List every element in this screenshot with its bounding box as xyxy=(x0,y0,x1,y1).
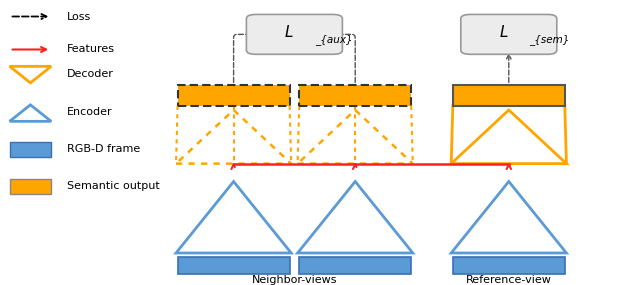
FancyBboxPatch shape xyxy=(453,257,565,274)
Text: Encoder: Encoder xyxy=(67,107,113,117)
Text: Reference-view: Reference-view xyxy=(466,275,552,285)
Bar xyxy=(10,179,51,194)
Text: RGB-D frame: RGB-D frame xyxy=(67,144,140,154)
Text: Features: Features xyxy=(67,44,115,54)
Text: _{sem}: _{sem} xyxy=(529,34,570,45)
Text: Loss: Loss xyxy=(67,11,92,21)
FancyBboxPatch shape xyxy=(300,257,412,274)
Bar xyxy=(10,142,51,157)
FancyBboxPatch shape xyxy=(177,257,289,274)
FancyBboxPatch shape xyxy=(461,15,557,54)
Text: Decoder: Decoder xyxy=(67,69,114,79)
Bar xyxy=(453,85,565,106)
Text: $\mathit{L}$: $\mathit{L}$ xyxy=(499,24,508,40)
Bar xyxy=(177,85,289,106)
Text: $\mathit{L}$: $\mathit{L}$ xyxy=(285,24,294,40)
Bar xyxy=(300,85,412,106)
Text: Neighbor-views: Neighbor-views xyxy=(252,275,337,285)
FancyBboxPatch shape xyxy=(246,15,342,54)
Text: _{aux}: _{aux} xyxy=(315,34,353,45)
Text: Semantic output: Semantic output xyxy=(67,181,160,191)
